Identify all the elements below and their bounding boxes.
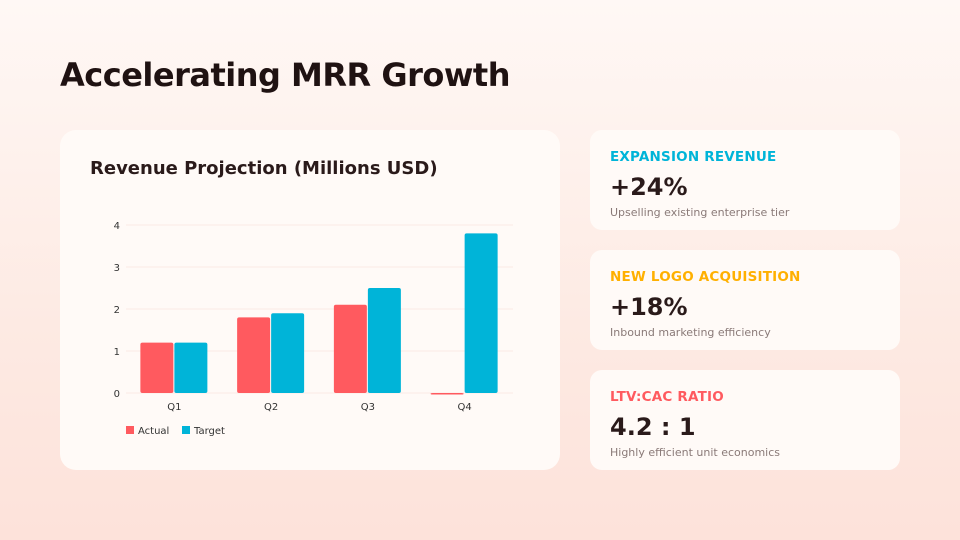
x-tick-label: Q4 xyxy=(458,402,472,413)
kpi-subtitle: Highly efficient unit economics xyxy=(610,446,781,459)
bar-chart: 0 1 2 3 4 Q1 Q2 Q3 Q4 Actual Target xyxy=(114,221,513,437)
kpi-label: EXPANSION REVENUE xyxy=(610,149,777,165)
bar-target-q2 xyxy=(271,313,305,393)
bar-actual-q3 xyxy=(333,304,367,393)
y-tick-label: 2 xyxy=(114,305,120,316)
y-tick-label: 0 xyxy=(114,389,120,400)
x-tick-label: Q3 xyxy=(361,402,375,413)
y-tick-label: 3 xyxy=(114,263,120,274)
legend-label-actual: Actual xyxy=(138,426,169,437)
kpi-value: +18% xyxy=(610,293,688,321)
bar-target-q3 xyxy=(367,288,401,393)
bar-actual-q4 xyxy=(430,393,464,395)
kpi-label: NEW LOGO ACQUISITION xyxy=(610,269,801,285)
kpi-card-expansion-revenue: EXPANSION REVENUE +24% Upselling existin… xyxy=(590,130,900,230)
kpi-card-new-logo-acquisition: NEW LOGO ACQUISITION +18% Inbound market… xyxy=(590,250,900,350)
kpi-subtitle: Upselling existing enterprise tier xyxy=(610,206,790,219)
y-tick-label: 1 xyxy=(114,347,120,358)
chart-title: Revenue Projection (Millions USD) xyxy=(90,158,438,179)
legend-swatch-target xyxy=(182,426,190,434)
legend-swatch-actual xyxy=(126,426,134,434)
kpi-subtitle: Inbound marketing efficiency xyxy=(610,326,771,339)
page-title: Accelerating MRR Growth xyxy=(60,56,510,94)
kpi-label: LTV:CAC RATIO xyxy=(610,389,724,405)
kpi-value: 4.2 : 1 xyxy=(610,413,696,441)
kpi-card-ltv-cac-ratio: LTV:CAC RATIO 4.2 : 1 Highly efficient u… xyxy=(590,370,900,470)
bar-actual-q1 xyxy=(140,342,174,393)
bar-target-q1 xyxy=(174,342,208,393)
legend-label-target: Target xyxy=(193,426,225,437)
kpi-value: +24% xyxy=(610,173,688,201)
x-tick-label: Q2 xyxy=(264,402,278,413)
bar-actual-q2 xyxy=(237,317,271,393)
chart-card: Revenue Projection (Millions USD) 0 1 2 3 4 Q… xyxy=(60,130,560,470)
x-tick-label: Q1 xyxy=(167,402,181,413)
bar-target-q4 xyxy=(464,233,498,393)
y-tick-label: 4 xyxy=(114,221,120,232)
